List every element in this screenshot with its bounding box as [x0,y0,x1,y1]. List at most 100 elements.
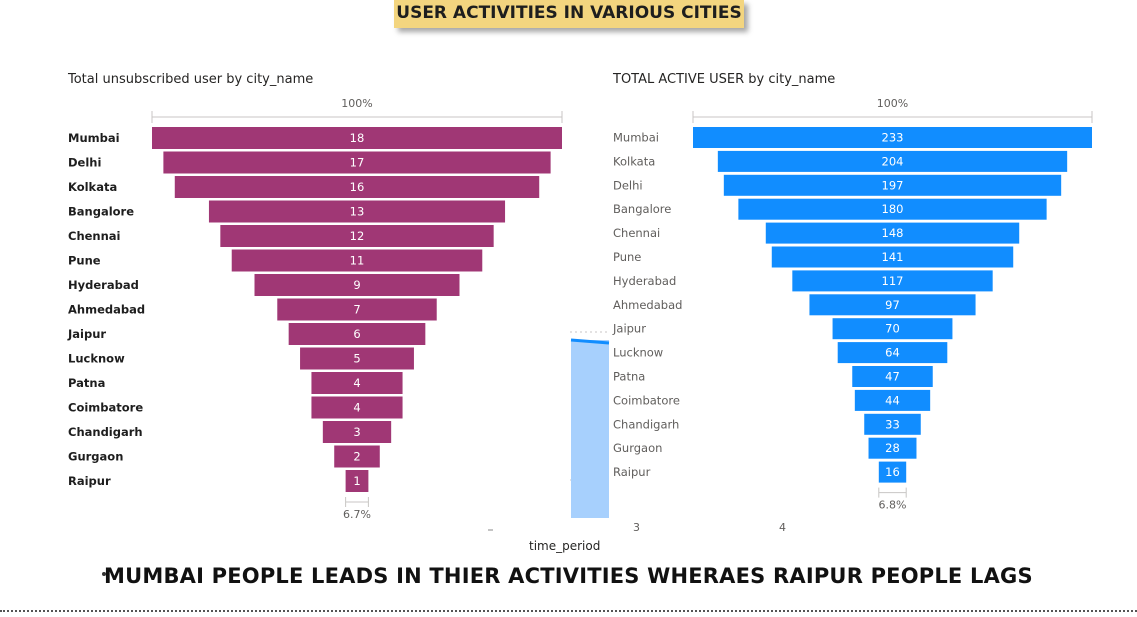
bar-value-label: 9 [353,278,360,292]
background-chart [470,320,640,560]
city-label: Hyderabad [68,278,139,292]
city-label: Coimbatore [68,401,143,415]
bar-value-label: 7 [353,303,360,317]
city-label: Patna [613,370,645,384]
funnel-bar[interactable] [809,294,976,316]
active-user-chart-title: TOTAL ACTIVE USER by city_name [613,72,836,87]
funnel-bar[interactable] [152,127,562,149]
city-label: Hyderabad [613,274,676,288]
bar-value-label: 17 [350,156,365,170]
funnel-bar[interactable] [717,150,1068,172]
bottom-percent-label: 6.7% [343,508,371,521]
city-label: Kolkata [68,180,117,194]
funnel-bar[interactable] [345,470,369,492]
funnel-bar[interactable] [854,389,931,411]
funnel-bar[interactable] [311,396,403,419]
x-tick-label: 3 [633,521,640,534]
active-user-funnel-chart[interactable]: 100% Mumbai 233 Kolkata 204 Delhi 197 Bangalore… [605,90,1115,540]
bar-value-label: 148 [882,226,904,240]
bar-value-label: 4 [353,401,360,415]
funnel-bar[interactable] [254,274,460,296]
funnel-bar[interactable] [878,461,907,483]
bar-value-label: 12 [350,229,365,243]
bottom-percent-label: 6.8% [879,499,907,512]
city-label: Kolkata [613,154,655,168]
bar-value-label: 11 [350,254,365,268]
city-label: Jaipur [67,327,106,341]
funnel-bar[interactable] [163,151,551,174]
funnel-bar[interactable] [832,318,953,340]
unsubscribed-chart-title: Total unsubscribed user by city_name [68,72,314,87]
bar-value-label: 204 [882,154,904,168]
city-label: Coimbatore [613,393,680,407]
city-label: Chennai [613,226,660,240]
city-label: Lucknow [68,352,125,366]
bar-value-label: 1 [353,474,360,488]
city-label: Bangalore [68,205,134,219]
bar-value-label: 3 [353,425,360,439]
funnel-bar[interactable] [288,323,426,345]
funnel-bar[interactable] [723,174,1062,196]
page-title: USER ACTIVITIES IN VARIOUS CITIES [394,0,744,28]
funnel-bar[interactable] [174,176,540,198]
top-percent-label: 100% [341,97,372,110]
bar-value-label: 180 [882,202,904,216]
bullet-dot [102,572,106,576]
dotted-divider [0,610,1137,612]
funnel-bar[interactable] [220,225,494,247]
funnel-bar[interactable] [334,445,380,468]
funnel-bar[interactable] [868,437,917,459]
city-label: Lucknow [613,346,663,360]
funnel-bar[interactable] [208,200,506,223]
funnel-bar[interactable] [693,127,1092,148]
city-label: Gurgaon [68,450,123,464]
funnel-bar[interactable] [837,342,948,364]
funnel-bar[interactable] [322,421,392,443]
bar-value-label: 28 [885,441,900,455]
bar-value-label: 33 [885,417,900,431]
bar-value-label: 70 [885,322,900,336]
background-chart-svg [488,331,610,531]
bar-value-label: 64 [885,346,900,360]
bar-value-label: 6 [353,327,360,341]
funnel-bar[interactable] [231,249,483,272]
insight-text: MUMBAI PEOPLE LEADS IN THIER ACTIVITIES … [104,564,1033,588]
bar-value-label: 97 [885,298,900,312]
city-label: Chennai [68,229,121,243]
city-label: Delhi [68,156,101,170]
city-label: Raipur [68,474,111,488]
bar-value-label: 16 [885,465,900,479]
funnel-bar[interactable] [311,372,403,394]
city-label: Bangalore [613,202,671,216]
funnel-bar[interactable] [277,298,437,321]
funnel-bar[interactable] [738,198,1047,220]
city-label: Pune [68,254,101,268]
city-label: Chandigarh [68,425,143,439]
bar-value-label: 13 [350,205,365,219]
bar-value-label: 44 [885,393,900,407]
city-label: Jaipur [612,322,646,336]
bar-value-label: 4 [353,376,360,390]
city-label: Chandigarh [613,417,679,431]
bar-value-label: 16 [350,180,365,194]
background-line [570,338,610,345]
funnel-bar[interactable] [300,347,414,370]
city-label: Ahmedabad [68,303,145,317]
funnel-bar[interactable] [864,413,921,435]
funnel-bar[interactable] [771,246,1014,268]
city-label: Raipur [613,465,651,479]
funnel-bar[interactable] [852,366,933,387]
funnel-bar[interactable] [765,222,1020,244]
top-percent-label: 100% [877,97,908,110]
city-label: Gurgaon [613,441,662,455]
bar-value-label: 2 [353,450,360,464]
city-label: Delhi [613,178,643,192]
funnel-bar[interactable] [792,270,993,292]
bar-value-label: 5 [353,352,360,366]
city-label: Ahmedabad [613,298,682,312]
city-label: Pune [613,250,641,264]
bar-value-label: 18 [350,131,365,145]
x-axis-title: time_period [529,539,601,553]
bar-value-label: 117 [882,274,904,288]
